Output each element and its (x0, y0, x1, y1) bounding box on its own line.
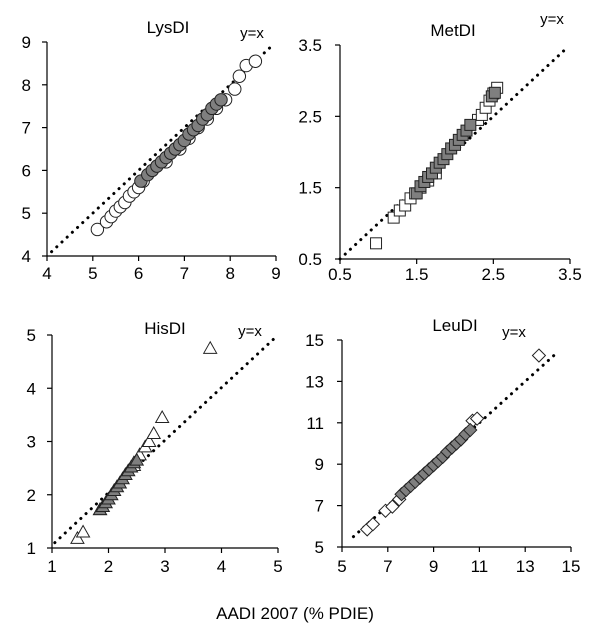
met-identity-label: y=x (540, 11, 564, 28)
his-x-tick-label: 3 (160, 557, 169, 576)
met-point (371, 238, 382, 249)
lys-x-tick-label: 7 (180, 264, 189, 283)
lys-y-tick-label: 6 (22, 161, 31, 180)
his-y-tick-label: 5 (27, 326, 36, 345)
leu-y-tick-label: 15 (305, 331, 324, 350)
lys-x-tick-label: 4 (42, 264, 51, 283)
his-identity-line (55, 337, 276, 543)
met-y-tick-label: 3.5 (298, 36, 322, 55)
lys-title: LysDI (147, 18, 190, 37)
lys-y-tick-label: 5 (22, 204, 31, 223)
his-point (156, 411, 169, 423)
his-y-tick-label: 1 (27, 539, 36, 558)
met-title: MetDI (430, 21, 475, 40)
his-point (147, 427, 160, 439)
his-y-tick-label: 3 (27, 433, 36, 452)
lys-point (249, 55, 261, 67)
leu-x-tick-label: 15 (562, 557, 581, 576)
lys-y-tick-label: 8 (22, 76, 31, 95)
lys-point (233, 70, 245, 82)
leu-y-tick-label: 9 (315, 455, 324, 474)
lys-x-tick-label: 5 (88, 264, 97, 283)
lys-y-tick-label: 7 (22, 119, 31, 138)
met-x-tick-label: 2.5 (482, 265, 506, 284)
lys-point (215, 94, 227, 106)
lys-y-tick-label: 9 (22, 33, 31, 52)
lys-point (229, 83, 241, 95)
leu-point (532, 349, 545, 362)
met-x-tick-label: 1.5 (405, 265, 429, 284)
met-point (465, 119, 476, 130)
leu-x-tick-label: 13 (516, 557, 535, 576)
his-identity-label: y=x (238, 323, 262, 340)
leu-y-tick-label: 5 (315, 538, 324, 557)
his-y-tick-label: 4 (27, 379, 36, 398)
lys-identity-label: y=x (240, 25, 264, 42)
leu-title: LeuDI (432, 316, 477, 335)
met-y-tick-label: 0.5 (298, 250, 322, 269)
met-y-tick-label: 2.5 (298, 107, 322, 126)
his-title: HisDI (144, 319, 186, 338)
his-x-tick-label: 1 (47, 557, 56, 576)
his-x-tick-label: 5 (273, 557, 282, 576)
his-x-tick-label: 4 (217, 557, 226, 576)
leu-x-tick-label: 7 (383, 557, 392, 576)
lys-x-tick-label: 6 (134, 264, 143, 283)
his-point (204, 342, 217, 354)
leu-x-tick-label: 9 (429, 557, 438, 576)
lys-x-tick-label: 8 (225, 264, 234, 283)
figure-x-axis-label: AADI 2007 (% PDIE) (216, 604, 374, 623)
met-point (489, 87, 500, 98)
met-x-tick-label: 3.5 (558, 265, 582, 284)
met-x-tick-label: 0.5 (328, 265, 352, 284)
met-y-tick-label: 1.5 (298, 179, 322, 198)
lys-y-tick-label: 4 (22, 247, 31, 266)
leu-x-tick-label: 11 (471, 557, 489, 576)
leu-y-tick-label: 7 (315, 497, 324, 516)
his-y-tick-label: 2 (27, 486, 36, 505)
lys-x-tick-label: 9 (271, 264, 280, 283)
leu-x-tick-label: 5 (337, 557, 346, 576)
leu-y-tick-label: 13 (305, 372, 324, 391)
leu-identity-label: y=x (502, 324, 526, 341)
his-point (77, 526, 90, 538)
his-x-tick-label: 2 (104, 557, 113, 576)
leu-y-tick-label: 11 (306, 414, 324, 433)
